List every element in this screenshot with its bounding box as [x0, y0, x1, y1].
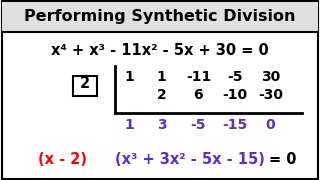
- Text: -5: -5: [228, 69, 243, 84]
- Text: -30: -30: [258, 88, 283, 102]
- FancyBboxPatch shape: [2, 2, 318, 31]
- Text: 2: 2: [157, 88, 166, 102]
- Text: (x - 2): (x - 2): [38, 152, 87, 167]
- Text: 6: 6: [194, 88, 203, 102]
- Text: = 0: = 0: [269, 152, 297, 167]
- Text: 1: 1: [125, 118, 134, 132]
- Text: 30: 30: [261, 69, 280, 84]
- Text: 1: 1: [125, 69, 134, 84]
- Text: 2: 2: [80, 76, 90, 91]
- Text: -5: -5: [191, 118, 206, 132]
- Text: Performing Synthetic Division: Performing Synthetic Division: [24, 9, 296, 24]
- Text: -11: -11: [186, 69, 211, 84]
- Text: -15: -15: [223, 118, 248, 132]
- Text: x⁴ + x³ - 11x² - 5x + 30 = 0: x⁴ + x³ - 11x² - 5x + 30 = 0: [51, 43, 269, 58]
- Text: 3: 3: [157, 118, 166, 132]
- Text: (x³ + 3x² - 5x - 15): (x³ + 3x² - 5x - 15): [116, 152, 265, 167]
- Text: -10: -10: [223, 88, 248, 102]
- Text: 1: 1: [157, 69, 166, 84]
- Text: 0: 0: [266, 118, 275, 132]
